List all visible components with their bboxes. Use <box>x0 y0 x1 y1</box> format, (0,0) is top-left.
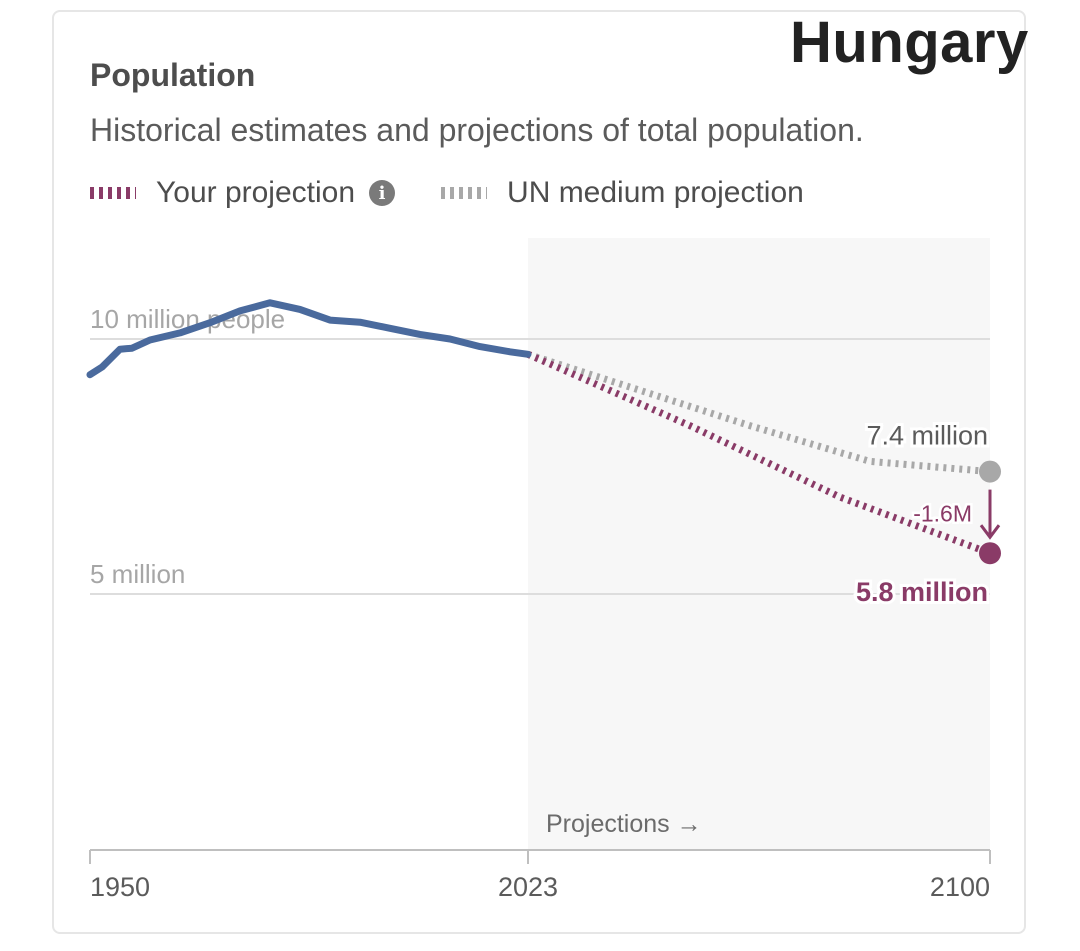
chart-subtitle: Historical estimates and projections of … <box>90 112 864 148</box>
end-label-un-projection: 7.4 million <box>866 421 988 451</box>
legend-label-un-projection: UN medium projection <box>507 176 804 209</box>
end-point-your-projection <box>979 542 1001 565</box>
legend-swatch-your-projection <box>90 187 136 199</box>
projection-region-background <box>528 238 990 850</box>
info-icon[interactable]: i <box>369 180 396 206</box>
end-label-your-projection: 5.8 million <box>856 577 988 607</box>
series-line-historical <box>86 299 532 379</box>
legend-label-your-projection: Your projection <box>156 176 356 209</box>
legend-item-your-projection[interactable]: Your projection i <box>90 176 441 210</box>
legend-item-un-projection[interactable]: UN medium projection <box>441 176 804 210</box>
difference-label: -1.6M <box>913 500 972 526</box>
end-point-un-projection <box>979 460 1001 483</box>
overlay-country-title: Hungary <box>790 10 1029 75</box>
chart-title: Population <box>90 57 256 93</box>
chart-legend: Your projection i UN medium projection <box>90 176 804 210</box>
x-tick-label: 2023 <box>498 872 558 902</box>
projections-label: Projections → <box>546 810 702 838</box>
legend-swatch-un-projection <box>441 187 488 199</box>
y-tick-label: 5 million <box>90 559 185 589</box>
difference-arrow-head <box>979 524 1001 540</box>
series-line-un-projection <box>526 350 991 476</box>
series-line-your-projection <box>526 351 992 557</box>
x-tick-label: 2100 <box>930 872 990 902</box>
x-tick-label: 1950 <box>90 872 150 902</box>
